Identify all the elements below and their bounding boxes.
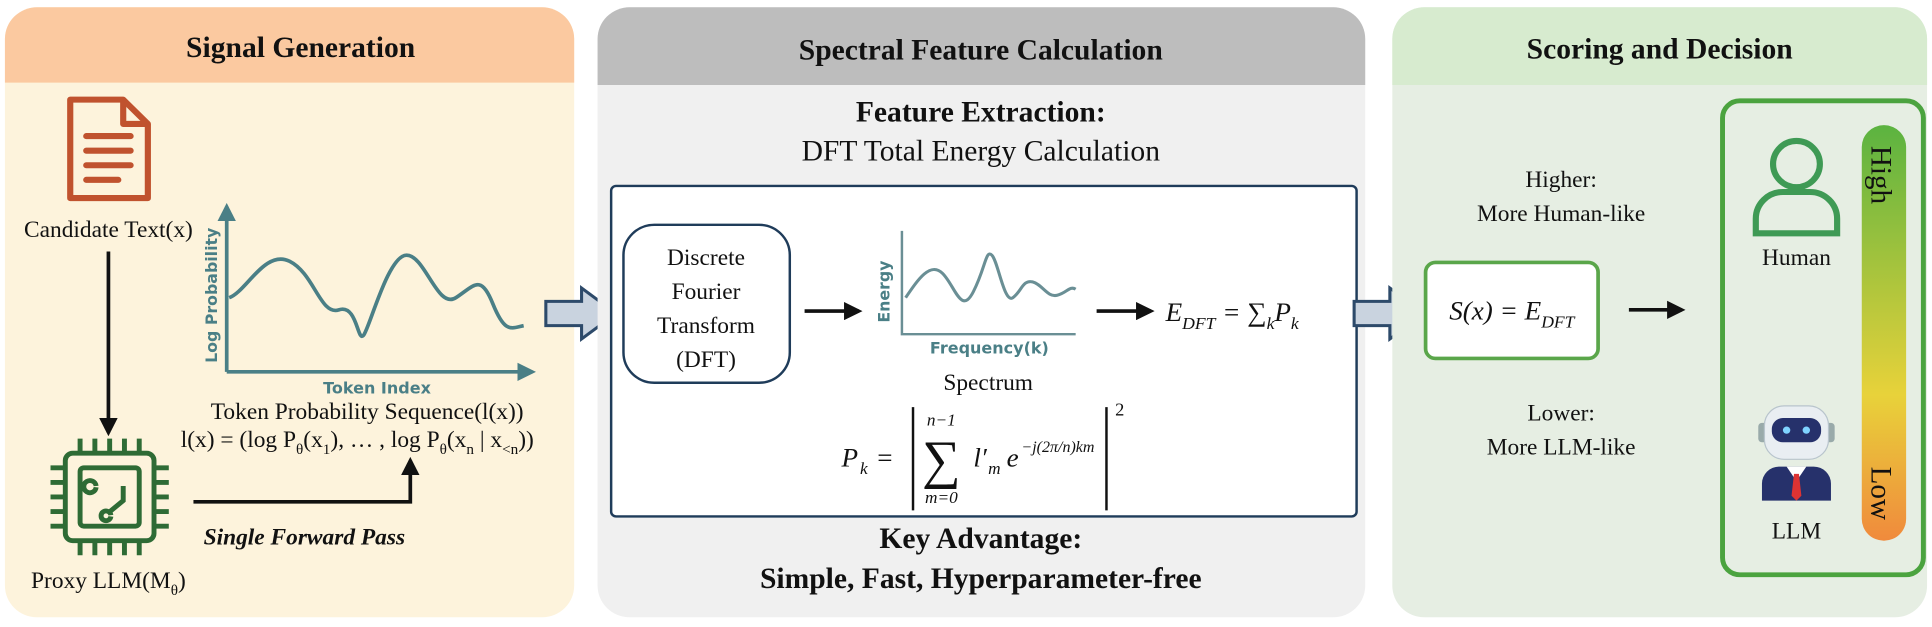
spectrum-chart: Energy Frequency(k) xyxy=(875,230,1077,358)
formula-part: l′ xyxy=(973,443,988,473)
spectrum-label: Spectrum xyxy=(943,370,1033,396)
log-prob-chart: Log Probability Token Index xyxy=(202,202,536,398)
low-label: Low xyxy=(1865,467,1897,521)
panel-title: Scoring and Decision xyxy=(1527,34,1793,66)
dft-box-line: (DFT) xyxy=(676,347,736,373)
axis-label: Frequency(k) xyxy=(930,339,1049,358)
formula-part: θ xyxy=(296,442,303,458)
score-formula: S(x) = EDFT xyxy=(1449,296,1576,332)
energy-formula: EDFT = ∑kPk xyxy=(1165,297,1300,333)
formula-part: l(x) = (log P xyxy=(181,427,296,453)
formula-part: <n xyxy=(502,442,519,458)
axis-label: Energy xyxy=(875,260,894,323)
formula-part: = ∑ xyxy=(1215,297,1266,327)
axis-label: Log Probability xyxy=(202,227,221,363)
proxy-llm: Proxy LLM(Mθ) xyxy=(31,568,186,599)
formula-part: ), … , log P xyxy=(330,427,439,453)
candidate-text: Candidate Text(x) xyxy=(24,217,193,243)
human-icon xyxy=(1752,137,1841,237)
higher: Higher: xyxy=(1525,167,1596,193)
higher: More Human-like xyxy=(1477,201,1645,227)
forward-pass: Single Forward Pass xyxy=(204,525,406,551)
dft-box-line: Discrete xyxy=(667,245,745,271)
formula-part: | x xyxy=(474,427,502,453)
formula-part: k xyxy=(860,459,868,478)
formula-part: θ xyxy=(171,583,178,599)
formula-part: DFT xyxy=(1181,313,1217,333)
formula-part: θ xyxy=(440,442,447,458)
formula-part: −j(2π/n)km xyxy=(1021,439,1094,456)
formula-part: (x xyxy=(303,427,323,453)
formula-part: n xyxy=(466,442,474,458)
formula-part: Proxy LLM(M xyxy=(31,568,171,594)
dft-box-line: Fourier xyxy=(672,279,741,305)
formula-part: m=0 xyxy=(925,488,958,507)
panel-title: Signal Generation xyxy=(186,32,415,64)
dft-box-line: Transform xyxy=(657,313,755,339)
human-label: Human xyxy=(1762,245,1831,271)
formula-part: k xyxy=(1267,313,1276,333)
high-label: High xyxy=(1865,146,1897,205)
panel-spectral: Spectral Feature Calculation Feature Ext… xyxy=(597,7,1366,618)
formula-part: e xyxy=(1007,443,1019,473)
formula-part: m xyxy=(988,459,1000,478)
axis-label: Token Index xyxy=(323,379,432,398)
sequence-label: Token Probability Sequence(l(x)) xyxy=(211,399,524,425)
lower: Lower: xyxy=(1527,401,1595,427)
panel-title: Spectral Feature Calculation xyxy=(799,35,1163,67)
heading: Feature Extraction: xyxy=(856,97,1106,129)
formula-part: 2 xyxy=(1115,400,1124,420)
panel-scoring: Scoring and Decision Higher: More Human-… xyxy=(1392,7,1928,618)
formula-part: k xyxy=(1291,313,1300,333)
chip-icon xyxy=(50,438,169,556)
formula-part: )) xyxy=(518,427,534,453)
formula-part: S(x) = E xyxy=(1449,296,1541,326)
heading: Key Advantage: xyxy=(879,523,1082,555)
formula-part: ) xyxy=(178,568,186,594)
formula-part: ∑ xyxy=(922,430,961,490)
panel-signal: Signal Generation Candidate Text(x) Log … xyxy=(4,7,575,618)
llm-label: LLM xyxy=(1772,518,1821,544)
formula-part: E xyxy=(1165,297,1183,327)
formula-part: P xyxy=(1273,297,1291,327)
formula-part: DFT xyxy=(1540,312,1576,332)
formula-part: = xyxy=(877,443,892,473)
robot-icon xyxy=(1758,405,1835,501)
lower: More LLM-like xyxy=(1487,435,1636,461)
formula-part: 1 xyxy=(323,442,331,458)
advantage: Simple, Fast, Hyperparameter-free xyxy=(760,563,1202,595)
formula-part: n−1 xyxy=(927,410,956,429)
formula-part: P xyxy=(841,443,859,473)
formula-part: (x xyxy=(447,427,467,453)
pk-formula: P k = ∑ n−1 m=0 l′ m e −j(2π/n)km 2 xyxy=(841,400,1124,511)
sequence-formula: l(x) = (log Pθ(x1), … , log Pθ(xn | x<n)… xyxy=(181,427,534,458)
subheading: DFT Total Energy Calculation xyxy=(802,136,1161,168)
document-icon xyxy=(67,96,151,202)
